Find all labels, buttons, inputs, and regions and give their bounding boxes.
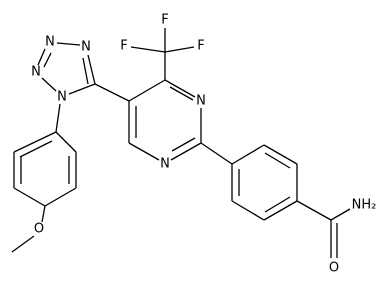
bond [44,187,77,207]
bond [11,235,35,253]
bond [264,196,291,213]
bond [82,57,89,85]
atom-label: O [34,222,44,237]
atom-label: NH₂ [352,198,377,213]
atom-label: N [57,90,67,105]
bond [128,142,160,161]
bond [171,137,196,152]
bond [13,187,46,207]
atom-label: N [31,65,41,80]
atom-label: N [45,35,55,50]
bond [263,144,298,165]
atom-labels: F F F N N N N N N NH₂ O O [31,13,376,276]
bond [128,79,166,102]
bond [170,142,202,161]
bonds [11,28,351,258]
bond [164,79,196,98]
atom-label: N [160,157,170,172]
bond [41,205,46,223]
bond [41,77,57,92]
atom-label: F [197,39,204,54]
bond [263,200,298,221]
bond [231,200,265,221]
bond [68,83,96,95]
bond [200,142,233,165]
atom-label: N [196,94,206,109]
bond [13,131,57,153]
bond [55,103,61,133]
atom-label: F [161,13,168,28]
bond [169,86,194,101]
bond [264,152,291,169]
bond [94,83,130,102]
bond [330,208,351,221]
bond [231,144,265,165]
bond [55,131,77,153]
bond [19,140,53,158]
bond [43,52,52,68]
atom-label: N [81,40,91,55]
bond [130,46,166,53]
atom-label: O [329,261,339,276]
bond [87,54,96,85]
atom-label: F [120,39,127,54]
bond [56,42,81,46]
bond [37,48,46,66]
bond [296,200,332,221]
bond [164,46,195,53]
